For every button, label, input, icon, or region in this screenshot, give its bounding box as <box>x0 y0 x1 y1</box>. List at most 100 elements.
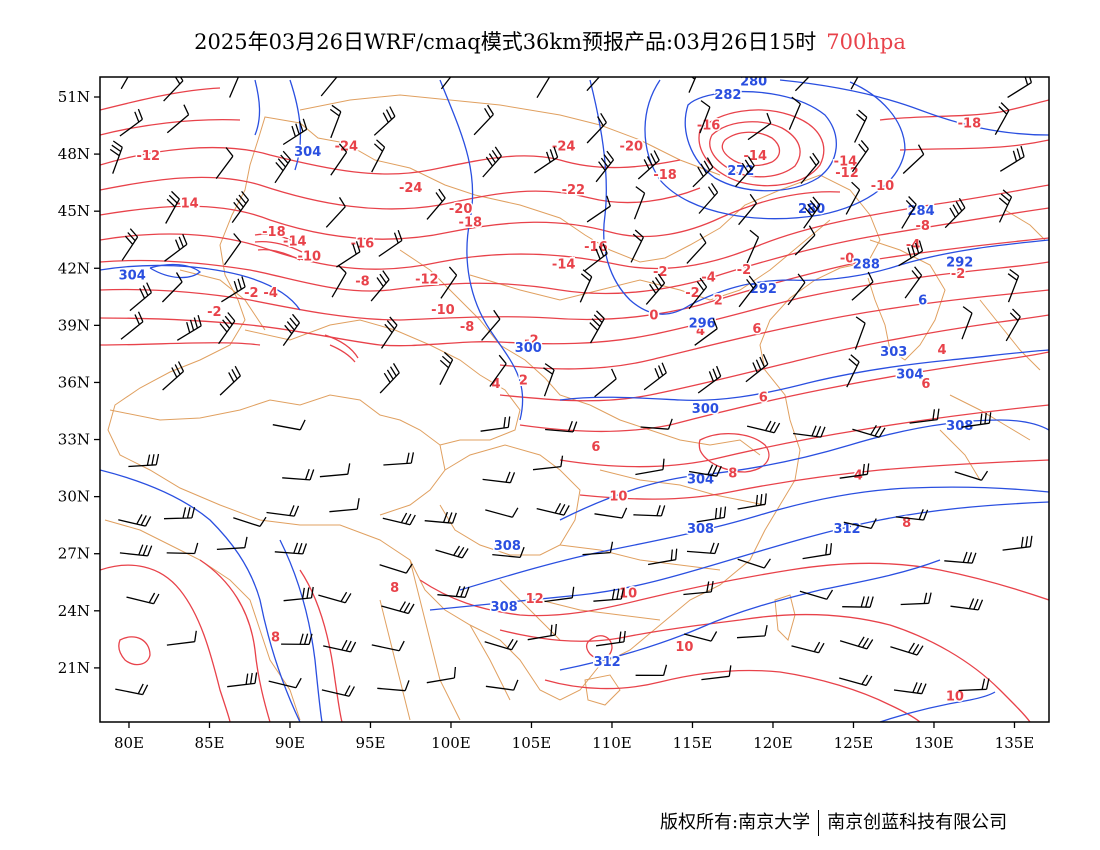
y-tick-label: 30N <box>58 488 90 506</box>
wind-barb <box>950 598 984 611</box>
title-main: 2025年03月26日WRF/cmaq模式36km预报产品:03月26日15时 <box>194 30 817 54</box>
wind-barb <box>890 642 924 656</box>
wind-barb <box>586 112 607 144</box>
height-contour-label: 292 <box>946 255 973 270</box>
temperature-contour-label: -2 <box>653 265 667 280</box>
wind-barb <box>166 542 199 555</box>
temperature-contour-label: 2 <box>714 293 723 308</box>
height-contour-label: 304 <box>294 145 321 160</box>
wind-barb <box>543 363 555 397</box>
wind-barb <box>128 453 160 468</box>
wind-barb <box>839 636 874 650</box>
y-axis: 51N 48N 45N 42N 39N 36N 33N 30N 27N 24N 21N <box>58 88 100 677</box>
wind-barb <box>435 545 469 559</box>
wind-barb <box>697 365 722 394</box>
wind-barb <box>484 638 518 651</box>
height-contour-label: 308 <box>491 600 518 615</box>
wind-barb <box>694 318 718 346</box>
wind-barb <box>437 585 470 598</box>
height-contour-label: 292 <box>750 282 777 297</box>
x-tick-label: 105E <box>512 734 552 752</box>
height-contour-label: 300 <box>692 402 719 417</box>
wind-barb <box>481 309 501 341</box>
wind-barb <box>221 276 246 303</box>
wind-barb <box>645 273 666 305</box>
wind-barb <box>594 368 617 398</box>
copyright-left: 版权所有:南京大学 <box>660 812 811 833</box>
height-contour-label: 308 <box>687 522 714 537</box>
wind-barb <box>643 362 667 391</box>
wind-barb <box>998 189 1013 223</box>
wind-barb <box>698 182 719 214</box>
temperature-contour-label: -10 <box>871 179 895 194</box>
wind-barb <box>382 512 416 526</box>
wind-barb <box>329 498 360 513</box>
temperature-contour-label: -12 <box>415 272 439 287</box>
temperature-contour-label: -18 <box>459 215 483 230</box>
wind-barb <box>120 311 144 340</box>
x-tick-label: 95E <box>355 734 385 752</box>
wind-barb <box>637 150 660 180</box>
height-contour-label: 312 <box>594 655 621 670</box>
central-border <box>499 404 766 641</box>
wind-barb <box>686 542 720 555</box>
wind-barb <box>482 471 516 484</box>
wind-barb <box>791 641 825 654</box>
wind-barb <box>799 589 834 600</box>
wind-barb <box>227 672 258 688</box>
temperature-labels: -12-14-18-14 -16-10-24-24-20-18-22-24 -20-… <box>135 115 983 706</box>
temperature-contour-label: 0 <box>649 309 658 324</box>
wind-barb <box>999 145 1025 172</box>
temperature-contour-label: 4 <box>938 343 947 358</box>
wind-barb <box>686 233 707 264</box>
temperature-contour-label: -10 <box>298 250 322 265</box>
y-tick-label: 45N <box>58 202 90 220</box>
india-border <box>104 519 301 721</box>
wind-barb <box>898 240 924 267</box>
wind-barb <box>485 507 519 518</box>
temperature-contour-label: -14 <box>744 149 768 164</box>
wind-barb <box>737 558 771 569</box>
height-contour-label: 288 <box>853 257 880 272</box>
wind-barb <box>954 470 989 481</box>
temperature-contour-label: 4 <box>492 377 501 392</box>
wind-barb <box>994 102 1010 136</box>
wind-barb <box>692 157 714 188</box>
temperature-contour-label: -14 <box>552 257 576 272</box>
wind-barb <box>166 104 190 134</box>
wind-barb <box>586 195 611 223</box>
wind-barb <box>163 77 184 102</box>
wind-barb <box>281 633 313 646</box>
temperature-contour-label: -24 <box>552 139 576 154</box>
temperature-contour-label: 8 <box>728 467 737 482</box>
height-contour-label: 308 <box>946 419 973 434</box>
wind-barb <box>701 665 732 681</box>
wind-barb <box>1005 308 1021 342</box>
y-tick-label: 48N <box>58 145 90 163</box>
wind-barb <box>594 507 628 519</box>
wind-barb <box>633 505 666 517</box>
wind-barb <box>424 511 457 524</box>
wind-barb <box>331 264 347 298</box>
temperature-contour-label: 12 <box>526 592 544 607</box>
temperature-contour-label: 8 <box>390 581 399 596</box>
wind-barb <box>839 674 873 687</box>
wind-barb <box>336 241 361 268</box>
wind-barb <box>904 266 923 299</box>
temperature-contour-label: -18 <box>958 116 982 131</box>
wind-barb <box>745 353 769 383</box>
wind-barb <box>325 197 346 228</box>
wind-barb <box>688 277 708 310</box>
wind-barb <box>163 507 196 520</box>
wind-barb <box>944 551 977 564</box>
temperature-contour-label: -16 <box>697 118 721 133</box>
wind-barb <box>536 502 570 516</box>
wind-barb <box>426 666 457 684</box>
wind-barb <box>489 354 507 387</box>
temperature-contour-label: -0 <box>840 252 854 267</box>
wind-barb <box>161 272 183 303</box>
wind-barb <box>318 591 352 604</box>
wind-barb <box>794 225 816 256</box>
wind-barb <box>527 623 557 641</box>
wind-barb <box>329 104 342 139</box>
